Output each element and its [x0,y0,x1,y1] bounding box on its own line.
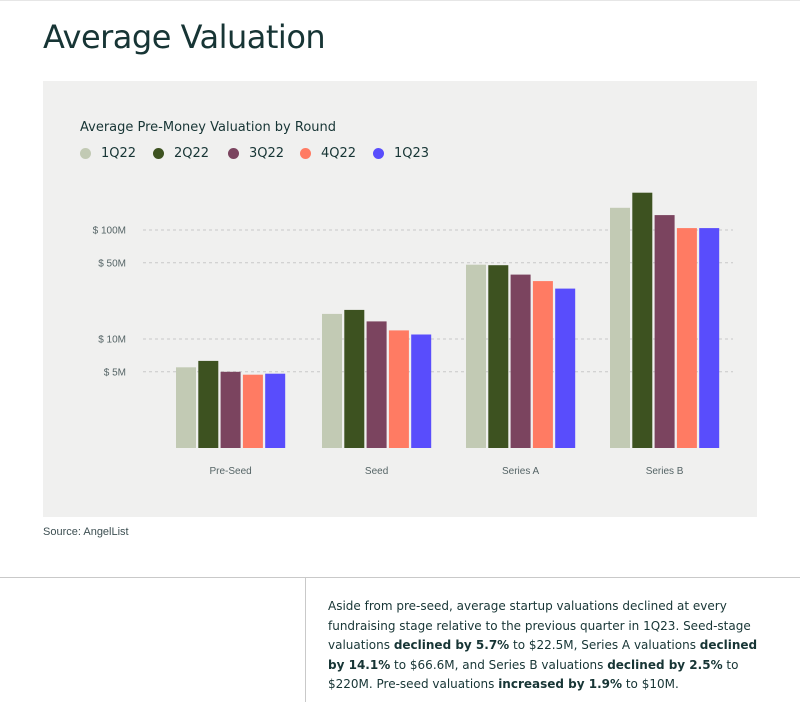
bar-series-a-4q22 [532,281,553,448]
source-note: Source: AngelList [43,526,129,538]
bar-pre-seed-4q22 [242,374,263,448]
chart-title: Average Pre-Money Valuation by Round [80,120,337,135]
bar-seed-3q22 [366,321,387,448]
y-tick-label: $ 50M [98,258,126,269]
legend-label-1q22: 1Q22 [101,146,137,161]
legend-swatch-3q22 [228,148,239,159]
y-tick-label: $ 100M [93,226,126,237]
x-tick-label-seed: Seed [365,466,388,477]
y-tick-label: $ 10M [98,335,126,346]
legend-swatch-4q22 [300,148,311,159]
bar-seed-1q23 [411,334,432,448]
bar-pre-seed-3q22 [220,371,241,448]
bar-series-a-3q22 [510,274,531,448]
bar-pre-seed-1q23 [265,373,286,448]
legend-label-2q22: 2Q22 [174,146,210,161]
legend-swatch-1q22 [80,148,91,159]
page-title: Average Valuation [43,18,326,56]
summary-text-4: to $220M. Pre-seed valuations [328,657,739,692]
bar-series-b-1q22 [610,207,630,448]
y-tick-label: $ 5M [104,367,126,378]
legend-label-1q23: 1Q23 [394,146,430,161]
summary-highlight-pre-seed: increased by 1.9% [498,677,623,691]
x-tick-label-series-b: Series B [646,466,684,477]
legend-label-4q22: 4Q22 [321,146,357,161]
bar-series-b-1q23 [699,228,720,448]
bar-series-a-1q22 [466,264,486,448]
summary-highlight-seed: declined by 5.7% [393,638,510,652]
bar-chart-plot: $ 5M $ 10M $ 50M $ 100M Pre-Seed Seed Series A… [93,192,733,477]
summary-text-3: to $66.6M, and Series B valuations [390,657,608,672]
bar-series-b-2q22 [632,192,653,448]
summary-highlight-series-a: declined by 14.1% [328,638,758,672]
summary-text-5: to $10M. [622,677,679,691]
legend-label-3q22: 3Q22 [249,146,285,161]
top-rule [0,0,800,1]
section-divider-vertical [305,577,306,702]
section-divider-horizontal [0,577,800,578]
bar-series-a-1q23 [555,288,576,448]
legend-swatch-1q23 [373,148,384,159]
summary-highlight-series-b: declined by 2.5% [607,657,723,672]
bar-pre-seed-1q22 [176,367,196,448]
bar-series-a-2q22 [488,265,509,448]
bar-series-b-4q22 [676,228,697,448]
legend-swatch-2q22 [153,148,164,159]
bar-pre-seed-2q22 [198,360,219,448]
chart-panel: Average Pre-Money Valuation by Round 1Q2… [43,81,757,517]
x-tick-label-pre-seed: Pre-Seed [209,466,251,477]
summary-text-2: to $22.5M, Series A valuations [509,638,700,652]
x-tick-label-series-a: Series A [502,466,540,477]
bar-series-b-3q22 [654,215,675,448]
bar-seed-4q22 [388,330,409,448]
bar-seed-1q22 [322,313,342,448]
summary-paragraph: Aside from pre-seed, average startup val… [328,597,758,695]
summary-text-1: Aside from pre-seed, average startup val… [328,599,751,652]
bar-seed-2q22 [344,309,365,448]
